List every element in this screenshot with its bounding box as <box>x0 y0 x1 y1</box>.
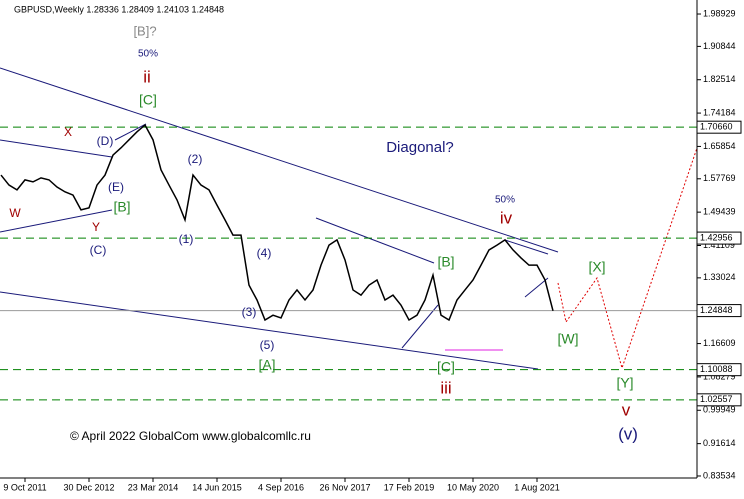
y-tick-label: 1.65854 <box>703 141 736 151</box>
wave-label: (3) <box>242 305 257 319</box>
copyright: © April 2022 GlobalCom www.globalcomllc.… <box>70 429 311 443</box>
price-line <box>0 123 554 322</box>
wave-label: iv <box>500 208 513 227</box>
wave-label: [X] <box>588 259 605 275</box>
y-tick-label: 0.83534 <box>703 470 736 480</box>
channel-line <box>0 139 113 158</box>
channel-line <box>0 291 539 370</box>
wave-label: [B] <box>113 199 130 215</box>
x-tick-label: 1 Aug 2021 <box>514 482 560 492</box>
wave-label: iii <box>440 378 451 397</box>
wave-label: Diagonal? <box>386 139 454 156</box>
wave-label: W <box>9 206 21 220</box>
y-tick-label: 0.91614 <box>703 438 736 448</box>
wave-label: Y <box>92 220 100 234</box>
wave-label: (C) <box>90 243 107 257</box>
channel-line <box>0 67 559 253</box>
y-tick-label: 1.98929 <box>703 8 736 18</box>
level-label: 1.70660 <box>700 122 733 132</box>
channel-line <box>401 304 439 349</box>
channel-line <box>524 277 549 298</box>
wave-label: 50% <box>138 49 158 60</box>
x-tick-label: 17 Feb 2019 <box>384 482 435 492</box>
wave-label: ii <box>143 67 151 86</box>
wave-label: X <box>64 125 72 139</box>
x-tick-label: 26 Nov 2017 <box>319 482 370 492</box>
wave-label: [C] <box>437 359 455 375</box>
x-tick-label: 10 May 2020 <box>447 482 499 492</box>
level-box <box>696 231 742 245</box>
level-label: 1.02557 <box>700 394 733 404</box>
x-tick-label: 23 Mar 2014 <box>128 482 179 492</box>
wave-label: 50% <box>495 195 515 206</box>
wave-label: (2) <box>188 152 203 166</box>
x-tick-label: 30 Dec 2012 <box>63 482 114 492</box>
x-tick-label: 9 Oct 2011 <box>3 482 46 492</box>
y-tick-label: 1.74184 <box>703 107 736 117</box>
channel-line <box>114 123 147 141</box>
y-tick-label: 1.82514 <box>703 74 736 84</box>
projection <box>557 147 698 370</box>
wave-label: (4) <box>257 246 272 260</box>
channel-line <box>504 239 549 255</box>
x-tick-label: 14 Jun 2015 <box>192 482 242 492</box>
y-tick-label: 1.90844 <box>703 41 736 51</box>
wave-lines <box>0 67 698 370</box>
wave-label: [B]? <box>133 23 156 38</box>
wave-label: (E) <box>108 180 124 194</box>
wave-label: [B] <box>437 254 454 270</box>
wave-label: (1) <box>179 232 194 246</box>
level-box <box>696 120 742 134</box>
level-box <box>696 304 742 318</box>
level-box <box>696 363 742 377</box>
channel-line <box>315 217 435 264</box>
y-tick-label: 1.49439 <box>703 207 736 217</box>
y-tick-label: 1.41109 <box>703 240 735 250</box>
wave-label: (D) <box>97 134 114 148</box>
wave-label: [A] <box>258 357 275 373</box>
level-label: 1.24848 <box>700 305 733 315</box>
wave-label: (5) <box>260 338 275 352</box>
wave-label: (v) <box>618 424 638 443</box>
chart-title: GBPUSD,Weekly 1.28336 1.28409 1.24103 1.… <box>14 4 224 14</box>
y-tick-label: 1.16609 <box>703 338 736 348</box>
level-label: 1.10088 <box>700 364 733 374</box>
level-box <box>696 393 742 407</box>
wave-label: [C] <box>139 92 157 108</box>
wave-label: [W] <box>558 331 579 347</box>
wave-label: v <box>622 400 631 419</box>
y-tick-label: 0.99949 <box>703 405 736 415</box>
channel-line <box>0 209 113 233</box>
y-tick-label: 1.08279 <box>703 371 736 381</box>
level-label: 1.42956 <box>700 232 733 242</box>
x-tick-label: 4 Sep 2016 <box>258 482 304 492</box>
y-tick-label: 1.33024 <box>703 272 736 282</box>
y-tick-label: 1.57769 <box>703 173 736 183</box>
wave-label: [Y] <box>616 375 633 391</box>
